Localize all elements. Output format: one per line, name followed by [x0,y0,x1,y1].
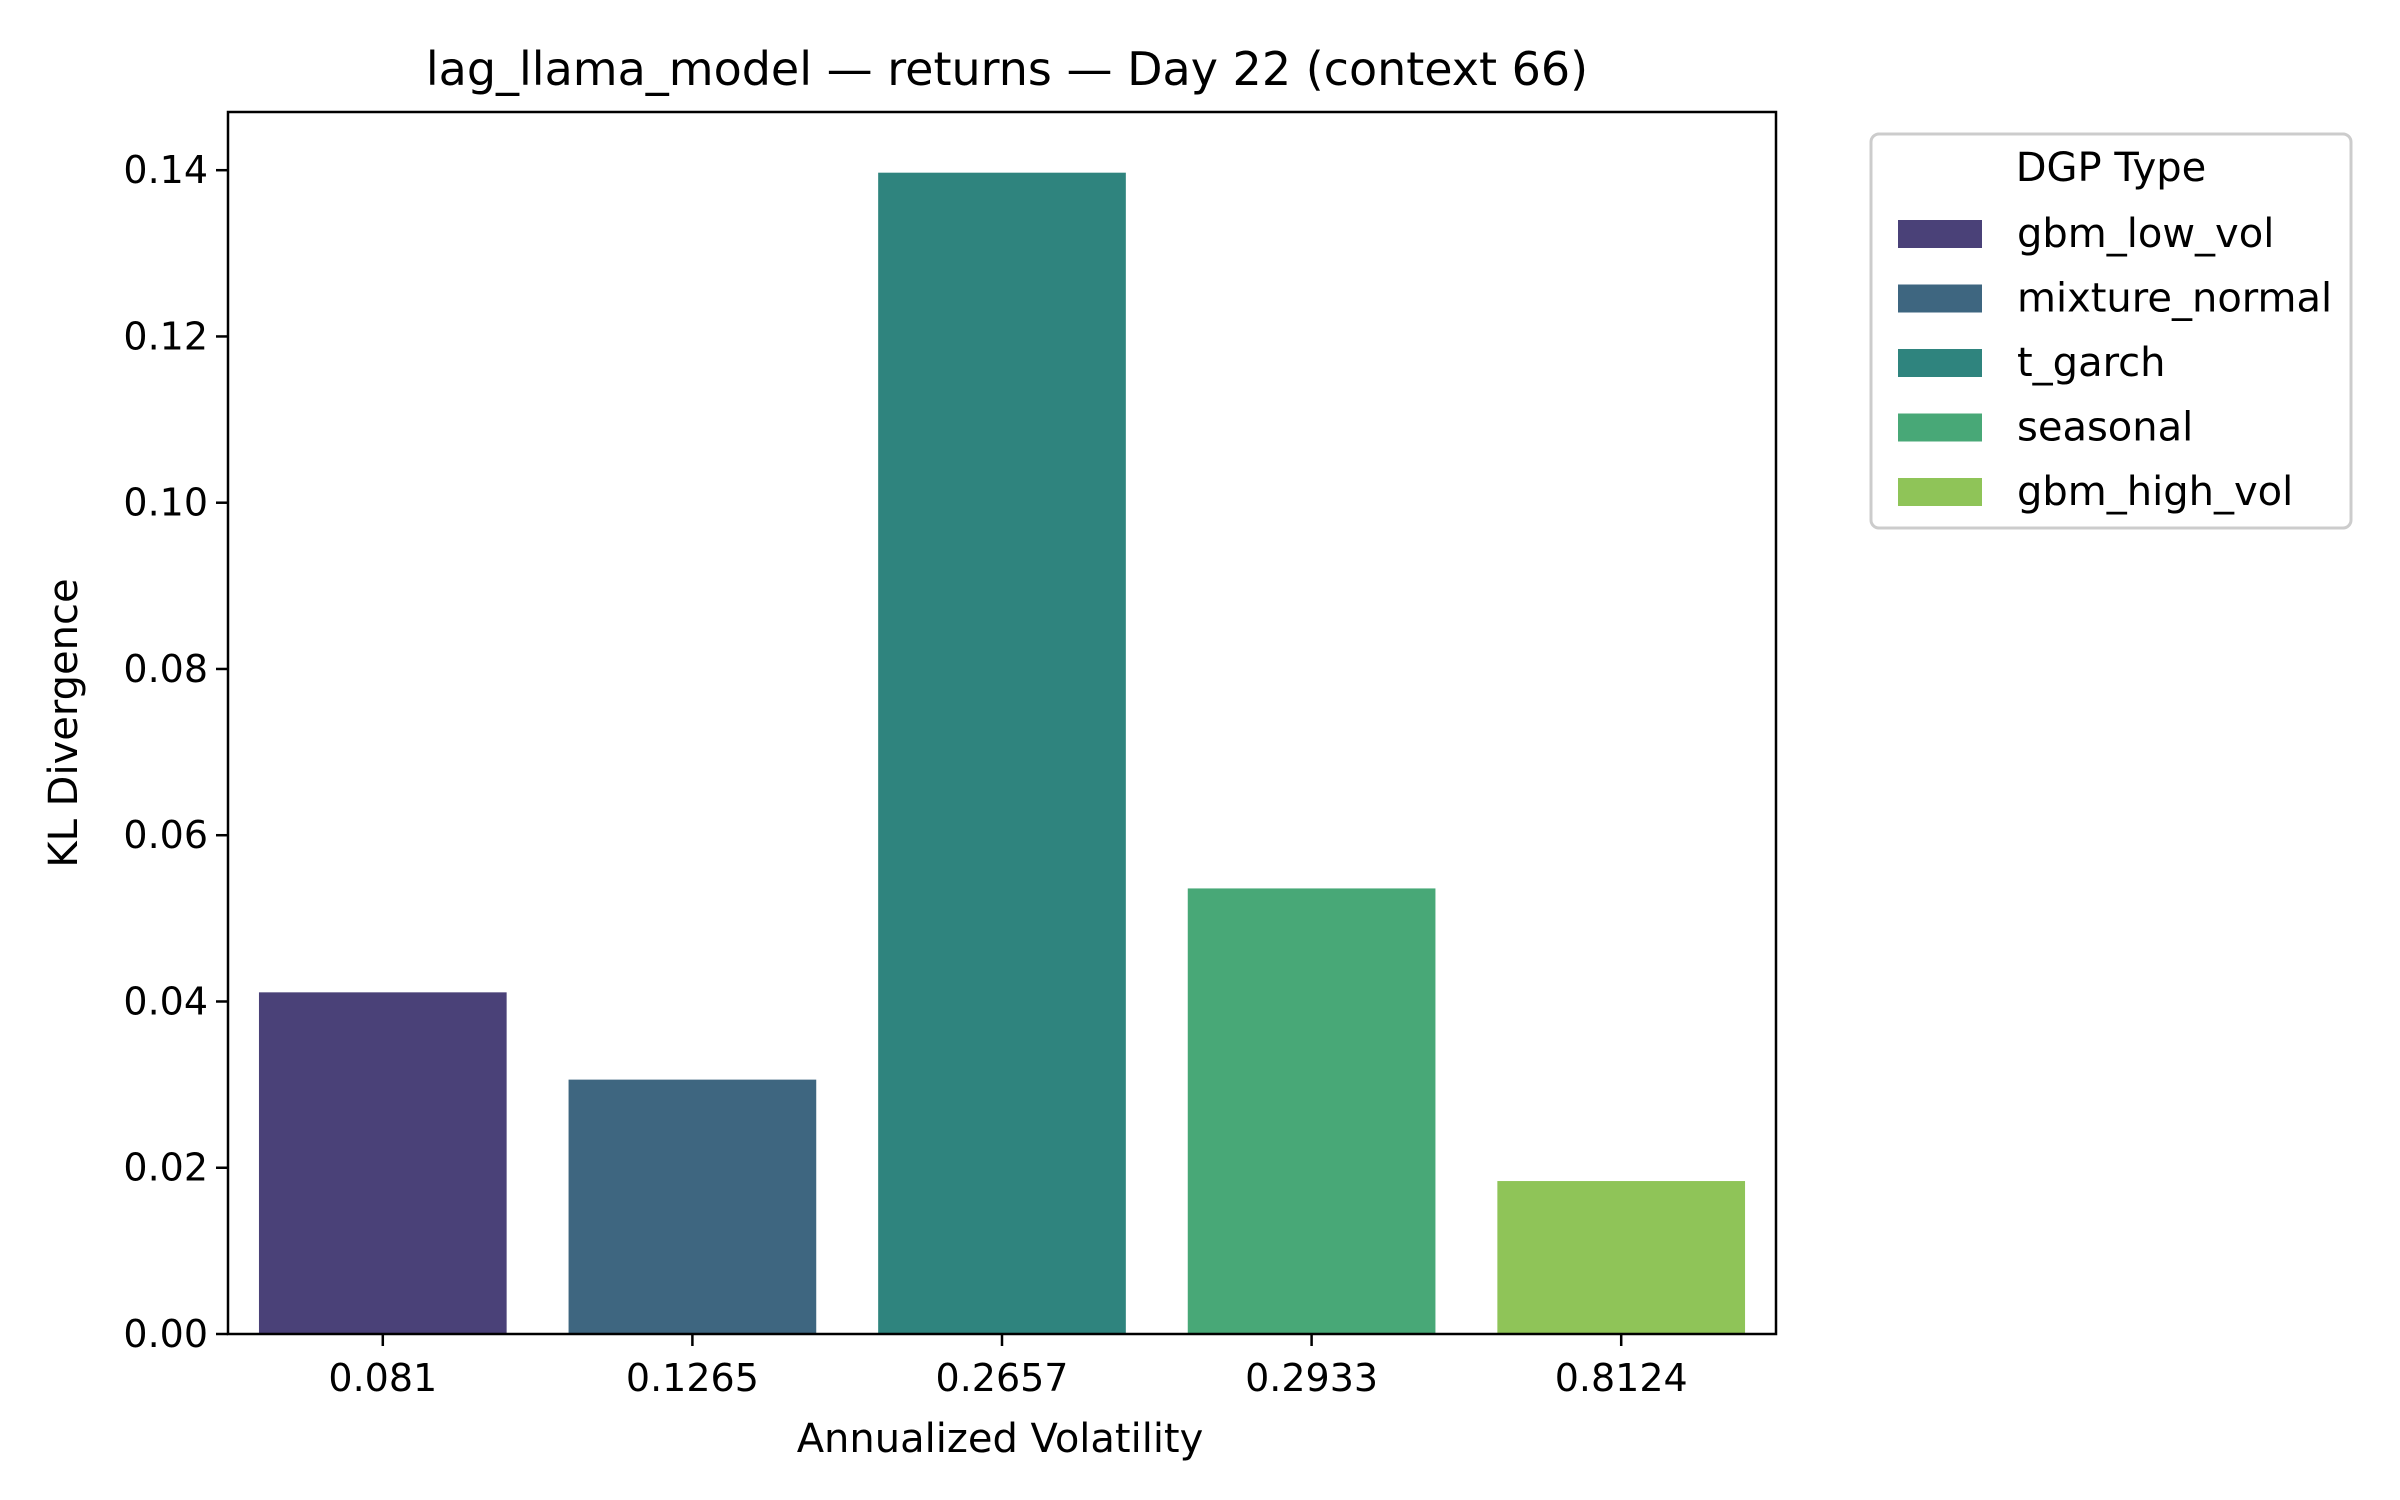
legend-items: gbm_low_vol mixture_normal t_garch seasonal… [1898,211,2332,515]
chart-title: lag_llama_model — returns — Day 22 (cont… [426,42,1588,96]
bar-mixture_normal [568,1079,817,1334]
x-axis-label: Annualized Volatility [797,1416,1204,1462]
y-axis-label: KL Divergence [41,578,87,867]
legend: DGP Type gbm_low_vol mixture_normal t_garc… [1869,132,2353,530]
x-tick-label: 0.8124 [1555,1356,1688,1400]
bars-group [258,172,1746,1335]
x-tick-label: 0.081 [328,1356,437,1400]
y-tick-label: 0.12 [123,314,208,358]
legend-swatch-gbm_low_vol [1898,220,1982,248]
legend-label-seasonal: seasonal [2017,405,2193,451]
y-tick-label: 0.00 [123,1312,208,1356]
legend-swatch-gbm_high_vol [1898,478,1982,506]
y-tick-label: 0.08 [123,647,208,691]
y-tick-label: 0.10 [123,481,208,525]
x-axis: 0.081 0.1265 0.2657 0.2933 0.8124 [328,1334,1688,1400]
legend-swatch-seasonal [1898,413,1982,442]
y-tick-label: 0.04 [123,979,208,1023]
x-tick-label: 0.1265 [626,1356,759,1400]
legend-swatch-t_garch [1898,349,1982,377]
legend-label-gbm_low_vol: gbm_low_vol [2017,211,2274,257]
y-axis: 0.00 0.02 0.04 0.06 0.08 0.10 0.12 0.14 [123,148,228,1356]
y-tick-label: 0.02 [123,1146,208,1190]
legend-swatch-mixture_normal [1898,284,1982,313]
x-tick-label: 0.2657 [936,1356,1069,1400]
legend-label-t_garch: t_garch [2017,340,2166,386]
y-tick-label: 0.06 [123,813,208,857]
bar-seasonal [1187,888,1436,1334]
plot-frame [226,110,1778,1336]
y-tick-label: 0.14 [123,148,208,192]
x-tick-label: 0.2933 [1245,1356,1378,1400]
legend-label-mixture_normal: mixture_normal [2017,276,2332,322]
bar-gbm_high_vol [1497,1181,1746,1334]
bar-gbm_low_vol [258,992,507,1334]
legend-title: DGP Type [2016,145,2207,191]
legend-label-gbm_high_vol: gbm_high_vol [2017,469,2293,515]
bar-t_garch [878,172,1126,1335]
legend-frame [1869,132,2353,530]
